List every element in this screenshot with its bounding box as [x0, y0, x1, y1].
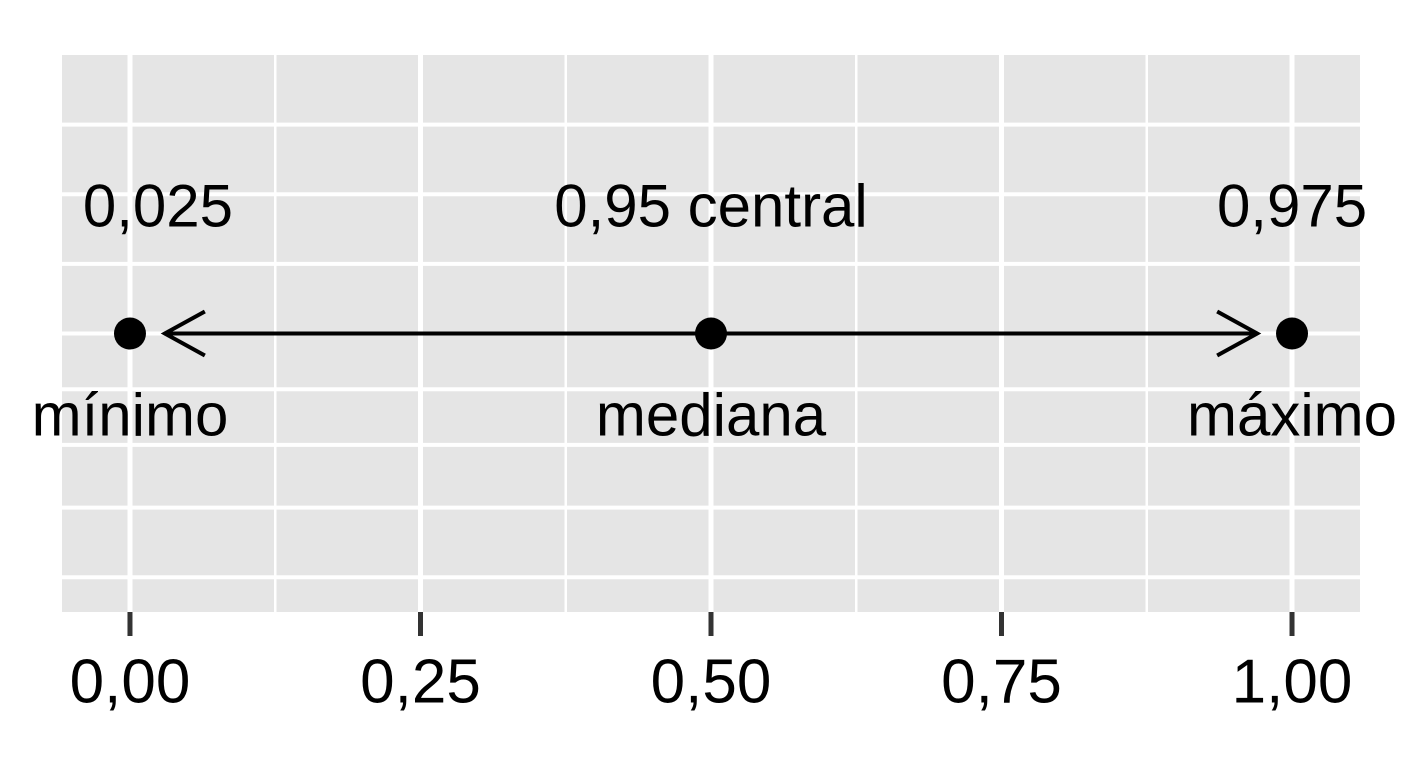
arrow-head: [1216, 309, 1262, 358]
x-tick-label: 0,75: [941, 647, 1062, 716]
label-below: máximo: [1187, 381, 1397, 448]
label-above: 0,95 central: [554, 172, 868, 239]
x-tick-label: 0,00: [70, 647, 191, 716]
x-tick-label: 0,25: [360, 647, 481, 716]
marks: [113, 309, 1309, 358]
arrow-head: [160, 309, 206, 358]
label-below: mínimo: [32, 381, 229, 448]
point: [113, 317, 146, 350]
label-below: mediana: [596, 381, 827, 448]
x-tick-label: 0,50: [651, 647, 772, 716]
point: [695, 317, 727, 350]
label-above: 0,975: [1217, 172, 1367, 239]
point: [1276, 317, 1309, 350]
label-above: 0,025: [83, 172, 233, 239]
x-tick-label: 1,00: [1232, 647, 1353, 716]
